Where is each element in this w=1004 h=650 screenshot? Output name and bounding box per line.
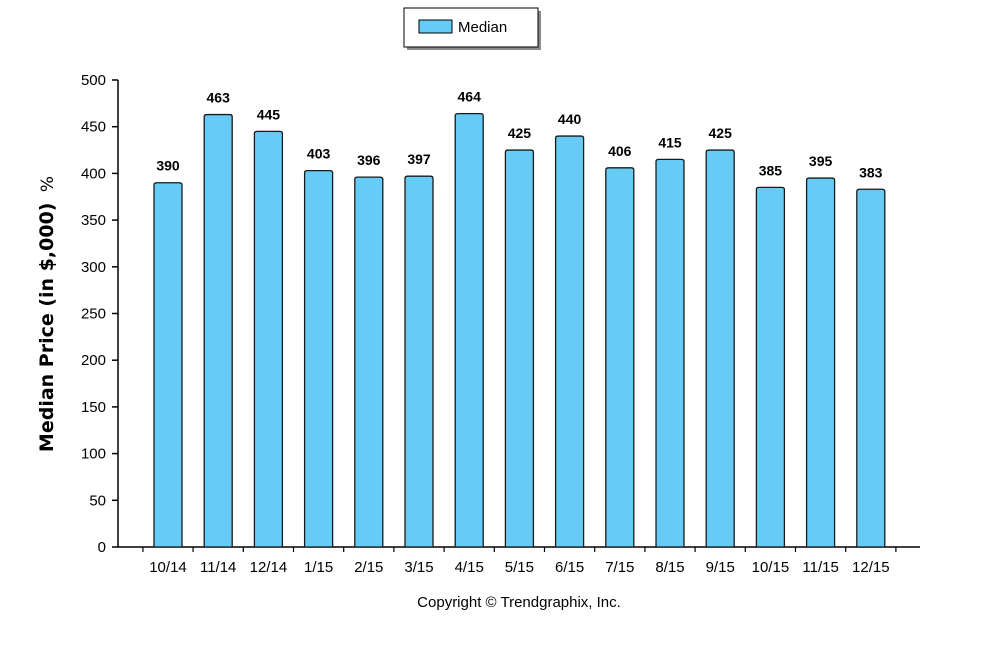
legend-swatch [418, 19, 453, 34]
x-tick-label: 8/15 [655, 559, 684, 576]
y-tick-label: 0 [98, 539, 106, 556]
x-tick-label: 2/15 [354, 559, 383, 576]
y-tick-label: 350 [81, 212, 106, 229]
y-tick-label: 450 [81, 119, 106, 136]
bar [404, 175, 434, 548]
y-axis-label: Median Price (in $,000) [36, 203, 58, 453]
x-tick-label: 12/14 [250, 559, 288, 576]
bar-value-label: 385 [759, 162, 783, 178]
x-tick-label: 1/15 [304, 559, 333, 576]
bar-group: 385 [755, 162, 786, 548]
bar-group: 403 [303, 146, 334, 548]
x-tick-label: 3/15 [404, 559, 433, 576]
legend-label: Median [458, 19, 507, 36]
bar-group: 397 [404, 151, 434, 548]
bar-group: 425 [504, 125, 535, 548]
x-tick-label: 11/15 [802, 559, 838, 576]
bar-value-label: 396 [357, 152, 381, 168]
bar-group: 415 [655, 134, 685, 548]
y-tick-label: 100 [81, 446, 106, 463]
bar [755, 186, 786, 548]
bar-value-label: 464 [458, 89, 482, 105]
y-tick-label: 200 [81, 352, 106, 369]
y-tick-label: 150 [81, 399, 106, 416]
bar-value-label: 425 [508, 125, 532, 141]
x-tick-label: 7/15 [605, 559, 634, 576]
svg-text:Median Price (in $,000): Median Price (in $,000) % [36, 176, 58, 452]
x-tick-label: 6/15 [555, 559, 584, 576]
bar [805, 177, 836, 548]
bar-value-label: 390 [156, 158, 180, 174]
bar [303, 169, 334, 548]
bar-value-label: 406 [608, 143, 632, 159]
bar-value-label: 463 [207, 90, 231, 106]
bar-value-label: 425 [709, 125, 733, 141]
y-axis-title: Median Price (in $,000) % [36, 176, 58, 452]
bar [203, 113, 233, 548]
bar-group: 464 [454, 89, 484, 548]
bar-value-label: 415 [658, 134, 682, 150]
bar [705, 149, 735, 548]
y-axis-unit: % [38, 176, 58, 192]
bar-group: 445 [253, 106, 284, 548]
y-tick-label: 250 [81, 306, 106, 323]
bar-group: 390 [153, 158, 183, 548]
bar [856, 188, 886, 548]
bar [655, 158, 685, 548]
y-tick-label: 400 [81, 165, 106, 182]
bar-value-label: 383 [859, 164, 883, 180]
x-tick-label: 4/15 [455, 559, 484, 576]
y-tick-label: 50 [89, 492, 106, 509]
bar [554, 135, 585, 548]
copyright-text: Copyright © Trendgraphix, Inc. [417, 594, 621, 611]
bar-value-label: 445 [257, 106, 281, 122]
x-tick-label: 9/15 [706, 559, 735, 576]
bar-group: 425 [705, 125, 735, 548]
bar [454, 112, 484, 548]
x-tick-label: 11/14 [200, 559, 236, 576]
y-tick-label: 300 [81, 259, 106, 276]
bar [153, 182, 183, 548]
legend: Median [403, 7, 541, 50]
bar-group: 463 [203, 90, 233, 548]
y-tick-label: 500 [81, 72, 106, 89]
x-tick-label: 12/15 [852, 559, 890, 576]
bar-value-label: 395 [809, 153, 833, 169]
bar-value-label: 397 [407, 151, 431, 167]
x-tick-label: 10/14 [149, 559, 187, 576]
bar-group: 383 [856, 164, 886, 548]
bar [253, 130, 284, 548]
bar [504, 149, 535, 548]
bar-value-label: 403 [307, 146, 331, 162]
x-tick-label: 10/15 [752, 559, 790, 576]
bar-group: 440 [554, 111, 585, 548]
bar-value-label: 440 [558, 111, 582, 127]
bar [605, 167, 635, 548]
plot-area: 0 50 100 150 200 250 300 350 400 450 500 390 10/14 46… [81, 72, 920, 576]
x-tick-label: 5/15 [505, 559, 534, 576]
bar-group: 406 [605, 143, 635, 548]
bar-group: 396 [354, 152, 384, 548]
bar-group: 395 [805, 153, 836, 548]
bar [354, 176, 384, 548]
